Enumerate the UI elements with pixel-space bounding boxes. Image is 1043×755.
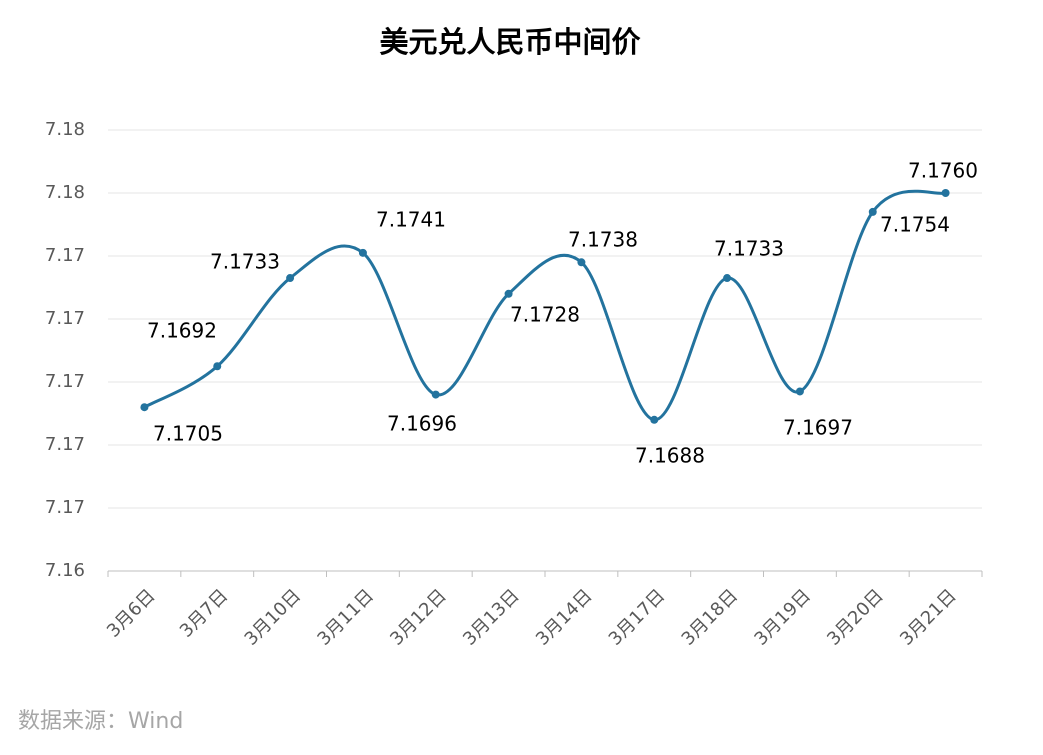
y-tick-label: 7.18 — [45, 182, 85, 203]
point — [504, 289, 513, 298]
data-label: 7.1705 — [153, 422, 223, 446]
y-tick-label: 7.17 — [45, 497, 85, 518]
point — [941, 189, 950, 197]
y-tick-label: 7.18 — [45, 119, 85, 140]
data-label: 7.1754 — [880, 213, 950, 237]
data-label: 7.1696 — [387, 412, 457, 436]
point — [577, 258, 586, 267]
y-tick-label: 7.17 — [45, 308, 85, 329]
data-label: 7.1738 — [568, 228, 638, 252]
point — [140, 403, 149, 412]
point — [868, 207, 877, 216]
point — [723, 274, 732, 283]
data-label: 7.1733 — [210, 250, 280, 274]
y-tick-label: 7.16 — [45, 560, 85, 581]
data-label: 7.1728 — [510, 303, 580, 327]
data-label: 7.1741 — [376, 208, 446, 232]
data-label: 7.1688 — [635, 444, 705, 468]
data-label: 7.1760 — [908, 159, 978, 183]
chart-title: 美元兑人民币中间价 — [379, 25, 641, 59]
y-tick-label: 7.17 — [45, 434, 85, 455]
data-label: 7.1733 — [714, 237, 784, 261]
data-label: 7.1697 — [783, 416, 853, 440]
point — [431, 390, 440, 399]
point — [358, 248, 367, 257]
source-note: 数据来源：Wind — [18, 709, 183, 734]
y-tick-label: 7.17 — [45, 245, 85, 266]
point — [213, 362, 222, 371]
point — [650, 415, 659, 424]
point — [795, 387, 804, 396]
point — [286, 274, 295, 283]
data-label: 7.1692 — [147, 319, 217, 343]
y-tick-label: 7.17 — [45, 371, 85, 392]
